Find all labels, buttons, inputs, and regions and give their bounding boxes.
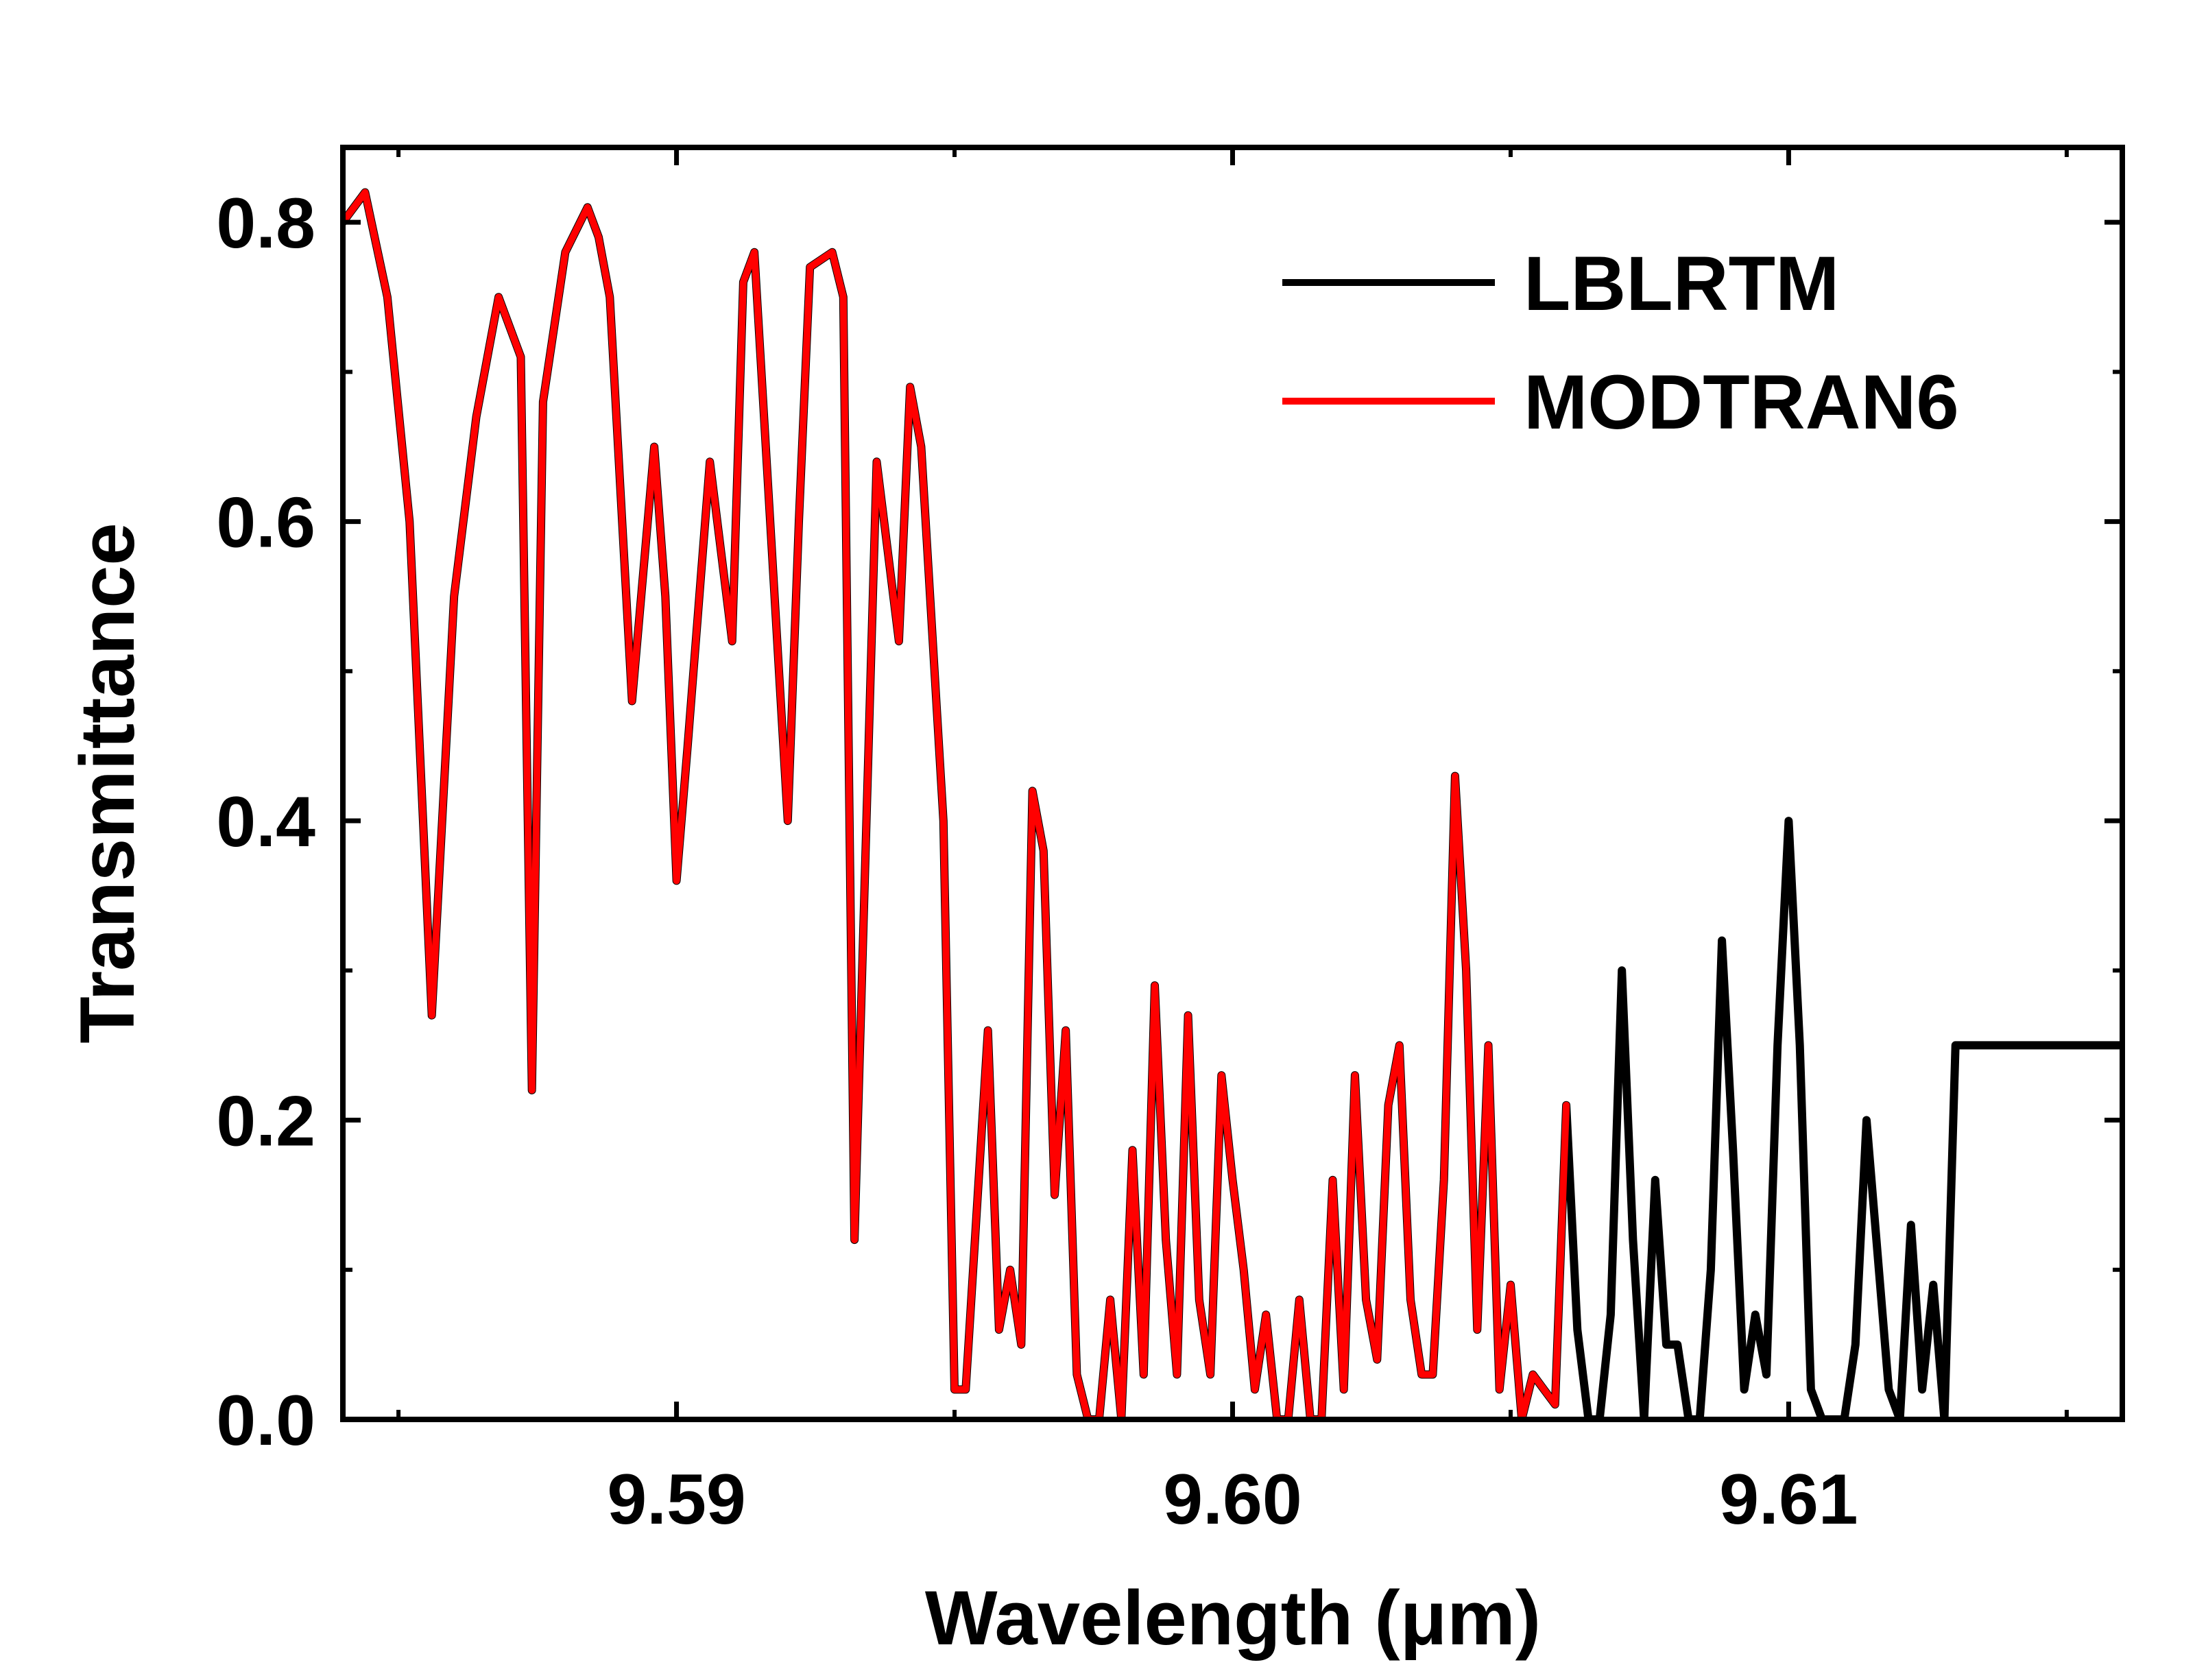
y-tick-label: 0.6 [216, 483, 315, 563]
y-tick-label: 0.0 [216, 1381, 315, 1461]
x-tick-label: 9.59 [607, 1460, 745, 1539]
x-tick-label: 9.61 [1719, 1460, 1858, 1539]
tick-labels-layer: 0.0 0.2 0.4 0.6 0.8 9.59 9.60 9.61 [216, 184, 1858, 1539]
x-tick-label: 9.60 [1163, 1460, 1302, 1539]
legend-label-lblrtm: LBLRTM [1524, 241, 1839, 326]
legend-label-modtran6: MODTRAN6 [1524, 359, 1959, 445]
y-axis-title: Transmittance [64, 523, 150, 1043]
series-layer [343, 188, 2122, 1419]
x-axis-title: Wavelength (μm) [925, 1575, 1541, 1661]
y-tick-label: 0.8 [216, 184, 315, 263]
ticks-layer [343, 147, 2122, 1422]
y-tick-label: 0.2 [216, 1082, 315, 1162]
series-line-modtran6 [343, 189, 1570, 1419]
legend: LBLRTM MODTRAN6 [1282, 241, 1959, 445]
y-tick-label: 0.4 [216, 782, 315, 862]
